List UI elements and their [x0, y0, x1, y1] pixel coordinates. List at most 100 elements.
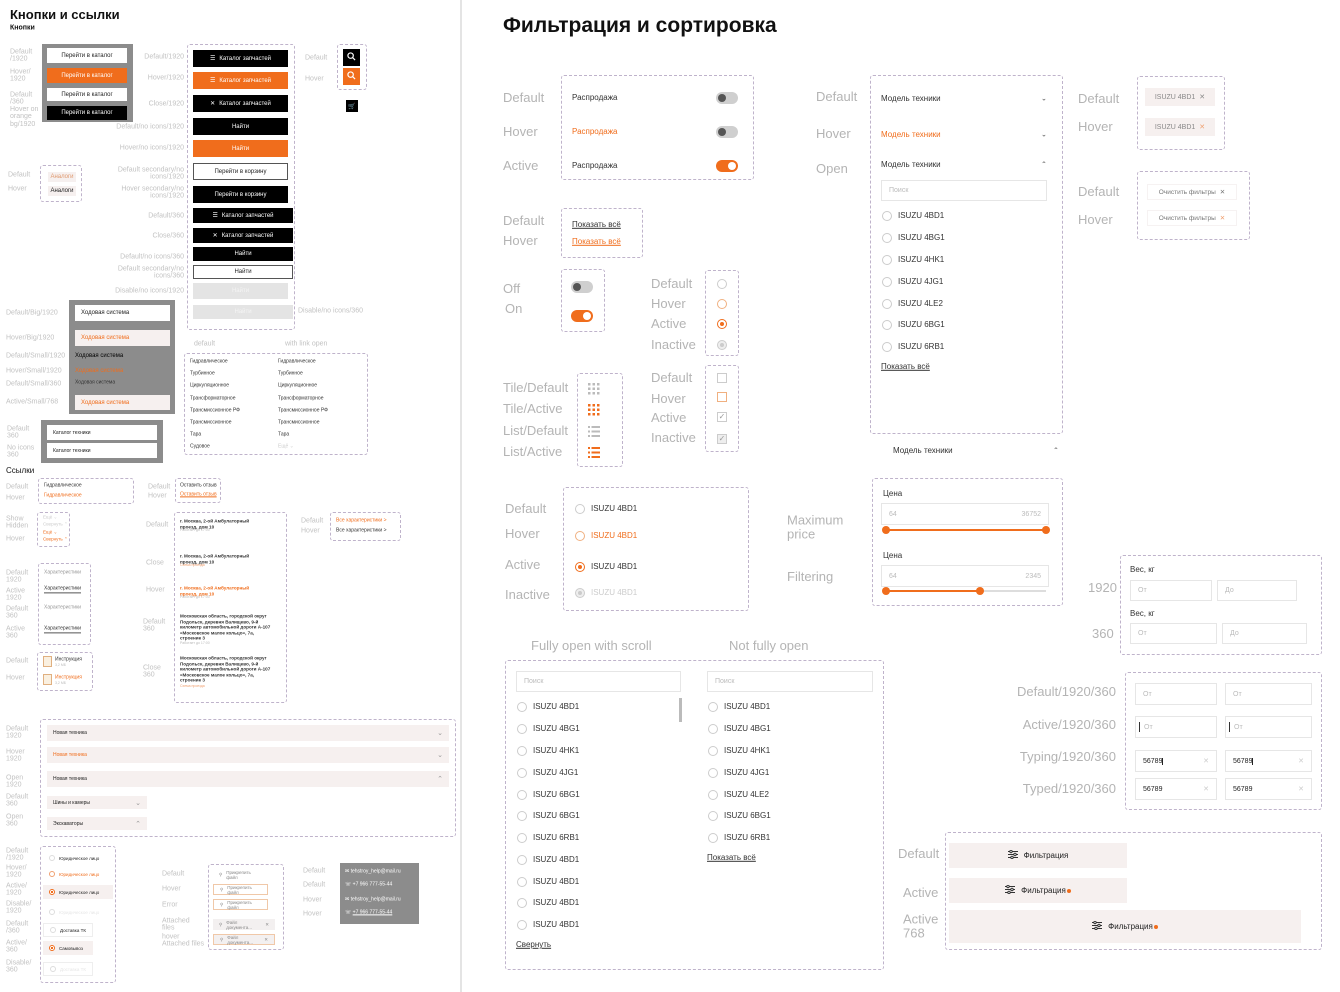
attach-file-button[interactable]: ⚲ Файл документа... ✕: [213, 934, 275, 945]
delivery-option[interactable]: Самовывоз: [43, 941, 93, 955]
action-button[interactable]: Найти: [193, 283, 288, 299]
radio-button[interactable]: [517, 724, 527, 734]
filter-button[interactable]: Фильтрация: [949, 910, 1301, 943]
category-link[interactable]: Трансмиссионное: [278, 419, 320, 426]
toggle-link[interactable]: Ещё ⌄: [43, 514, 58, 520]
weight-from-input[interactable]: От: [1130, 580, 1212, 601]
list-option[interactable]: ISUZU 4LE2: [724, 789, 769, 799]
range-input[interactable]: От: [1135, 683, 1217, 705]
chevron-down-icon[interactable]: ⌄: [1041, 95, 1047, 103]
checkbox[interactable]: [717, 392, 727, 402]
sale-filter-label[interactable]: Распродажа: [572, 160, 618, 170]
list-option[interactable]: ISUZU 4JG1: [533, 767, 579, 777]
radio-button[interactable]: [517, 898, 527, 908]
slider-handle-max[interactable]: [1042, 526, 1050, 534]
dropdown-toggle[interactable]: Модель техники: [881, 93, 941, 103]
toggle-switch[interactable]: [571, 281, 593, 293]
radio-button[interactable]: [575, 562, 585, 572]
tab-link[interactable]: Характеристики: [44, 569, 82, 576]
category-link[interactable]: Трансмиссионное РФ: [278, 407, 328, 414]
radio-button[interactable]: [517, 768, 527, 778]
all-specs-link-hover[interactable]: Все характеристики >: [336, 527, 387, 534]
radio-button[interactable]: [717, 319, 727, 329]
show-more-link[interactable]: Ещё ⌄: [278, 443, 294, 450]
filter-button[interactable]: Фильтрация: [949, 843, 1127, 868]
radio-button[interactable]: [708, 790, 718, 800]
category-link[interactable]: Циркуляционное: [278, 382, 318, 389]
clear-filters-button[interactable]: Очистить фильтры ✕: [1147, 184, 1237, 200]
radio-button[interactable]: [882, 277, 892, 287]
search-button[interactable]: [343, 49, 360, 66]
radio-button[interactable]: [717, 299, 727, 309]
catalog-button[interactable]: Перейти в каталог: [47, 88, 127, 101]
action-button[interactable]: ☰ Каталог запчастей: [193, 72, 288, 89]
toggle-link[interactable]: Ещё ⌄: [43, 529, 58, 535]
catalog-button[interactable]: Перейти в каталог: [47, 48, 127, 63]
attach-file-button[interactable]: ⚲ Файл документа... ✕: [213, 919, 275, 930]
weight-from-input[interactable]: От: [1130, 623, 1217, 644]
radio-option-label[interactable]: ISUZU 4BD1: [591, 561, 638, 571]
list-search-input[interactable]: Поиск: [516, 671, 681, 692]
toggle-link[interactable]: Свернуть ⌃: [43, 521, 68, 527]
action-button[interactable]: ☰ Каталог запчастей: [193, 50, 288, 67]
catalog-button[interactable]: Перейти в каталог: [47, 106, 127, 120]
dropdown-option[interactable]: ISUZU 4HK1: [898, 254, 945, 264]
category-link[interactable]: Тара: [190, 431, 202, 438]
range-input[interactable]: 56789 ✕: [1225, 778, 1312, 800]
bar-item-small-hover[interactable]: Ходовая система: [75, 367, 124, 374]
radio-button[interactable]: [708, 724, 718, 734]
category-link-hover[interactable]: Гидравлическое: [44, 492, 82, 499]
checkbox[interactable]: [717, 373, 727, 383]
range-input[interactable]: От: [1135, 716, 1217, 738]
category-link[interactable]: Трансмиссионное РФ: [190, 407, 240, 414]
category-link[interactable]: Судовое: [190, 443, 210, 450]
review-link-hover[interactable]: Оставить отзыв: [180, 491, 217, 498]
all-specs-link[interactable]: Все характеристики >: [336, 517, 387, 524]
dropdown-option[interactable]: ISUZU 4LE2: [898, 298, 943, 308]
category-link[interactable]: Трансформаторное: [190, 395, 236, 402]
catalog-field[interactable]: Каталог техники: [47, 443, 157, 458]
category-link[interactable]: Турбинное: [190, 370, 215, 377]
radio-button[interactable]: [882, 233, 892, 243]
action-button[interactable]: Найти: [193, 140, 288, 157]
delivery-option[interactable]: Юридическое лицо: [43, 851, 113, 865]
action-button[interactable]: ✕ Каталог запчастей: [193, 228, 293, 243]
dropdown-search-input[interactable]: Поиск: [881, 180, 1047, 201]
attach-file-button[interactable]: ⚲ Прикрепить файл: [213, 899, 268, 910]
file-link[interactable]: Инструкция: [55, 656, 82, 663]
tab-link[interactable]: Характеристики: [44, 604, 82, 611]
dropdown-toggle[interactable]: Модель техники: [881, 129, 941, 139]
sale-filter-label[interactable]: Распродажа: [572, 126, 618, 136]
bar-item-hover[interactable]: Ходовая система: [75, 330, 170, 346]
category-link[interactable]: Гидравлическое: [190, 358, 228, 365]
weight-to-input[interactable]: До: [1217, 580, 1297, 601]
address-note[interactable]: Схема проезда: [180, 563, 205, 568]
dropdown-option[interactable]: ISUZU 4JG1: [898, 276, 944, 286]
list-option[interactable]: ISUZU 4BD1: [533, 876, 580, 886]
list-option[interactable]: ISUZU 4HK1: [724, 745, 771, 755]
list-option[interactable]: ISUZU 4BD1: [533, 701, 580, 711]
cart-button[interactable]: 🛒: [346, 100, 358, 112]
radio-button[interactable]: [517, 877, 527, 887]
file-link[interactable]: Инструкция: [55, 674, 82, 681]
filter-button[interactable]: Фильтрация: [949, 878, 1127, 903]
range-input[interactable]: 56789 ✕: [1135, 750, 1217, 772]
catalog-field[interactable]: Каталог техники: [47, 425, 157, 440]
address-text[interactable]: Московская область, городской округ Подо…: [180, 613, 271, 641]
radio-option-label[interactable]: ISUZU 4BD1: [591, 530, 638, 540]
dropdown-option[interactable]: ISUZU 4BD1: [898, 210, 945, 220]
show-all-link-hover[interactable]: Показать всё: [572, 236, 621, 246]
contact-link[interactable]: ☏ +7 966 777-55-44: [345, 910, 392, 915]
filter-chip[interactable]: ISUZU 4BD1 ✕: [1145, 88, 1215, 106]
list-view-icon[interactable]: [588, 425, 600, 443]
accordion-item[interactable]: Шины и камеры ⌄: [47, 796, 147, 809]
catalog-button[interactable]: Перейти в каталог: [47, 68, 127, 83]
action-button[interactable]: Найти: [193, 265, 293, 279]
price-input[interactable]: 64 2345: [881, 565, 1049, 587]
radio-option-label[interactable]: ISUZU 4BD1: [591, 587, 638, 597]
slider-handle-max[interactable]: [976, 587, 985, 595]
analog-button[interactable]: Аналоги: [48, 172, 76, 182]
radio-button[interactable]: [575, 504, 585, 514]
toggle-switch[interactable]: [571, 310, 593, 322]
list-option[interactable]: ISUZU 4BG1: [724, 723, 771, 733]
